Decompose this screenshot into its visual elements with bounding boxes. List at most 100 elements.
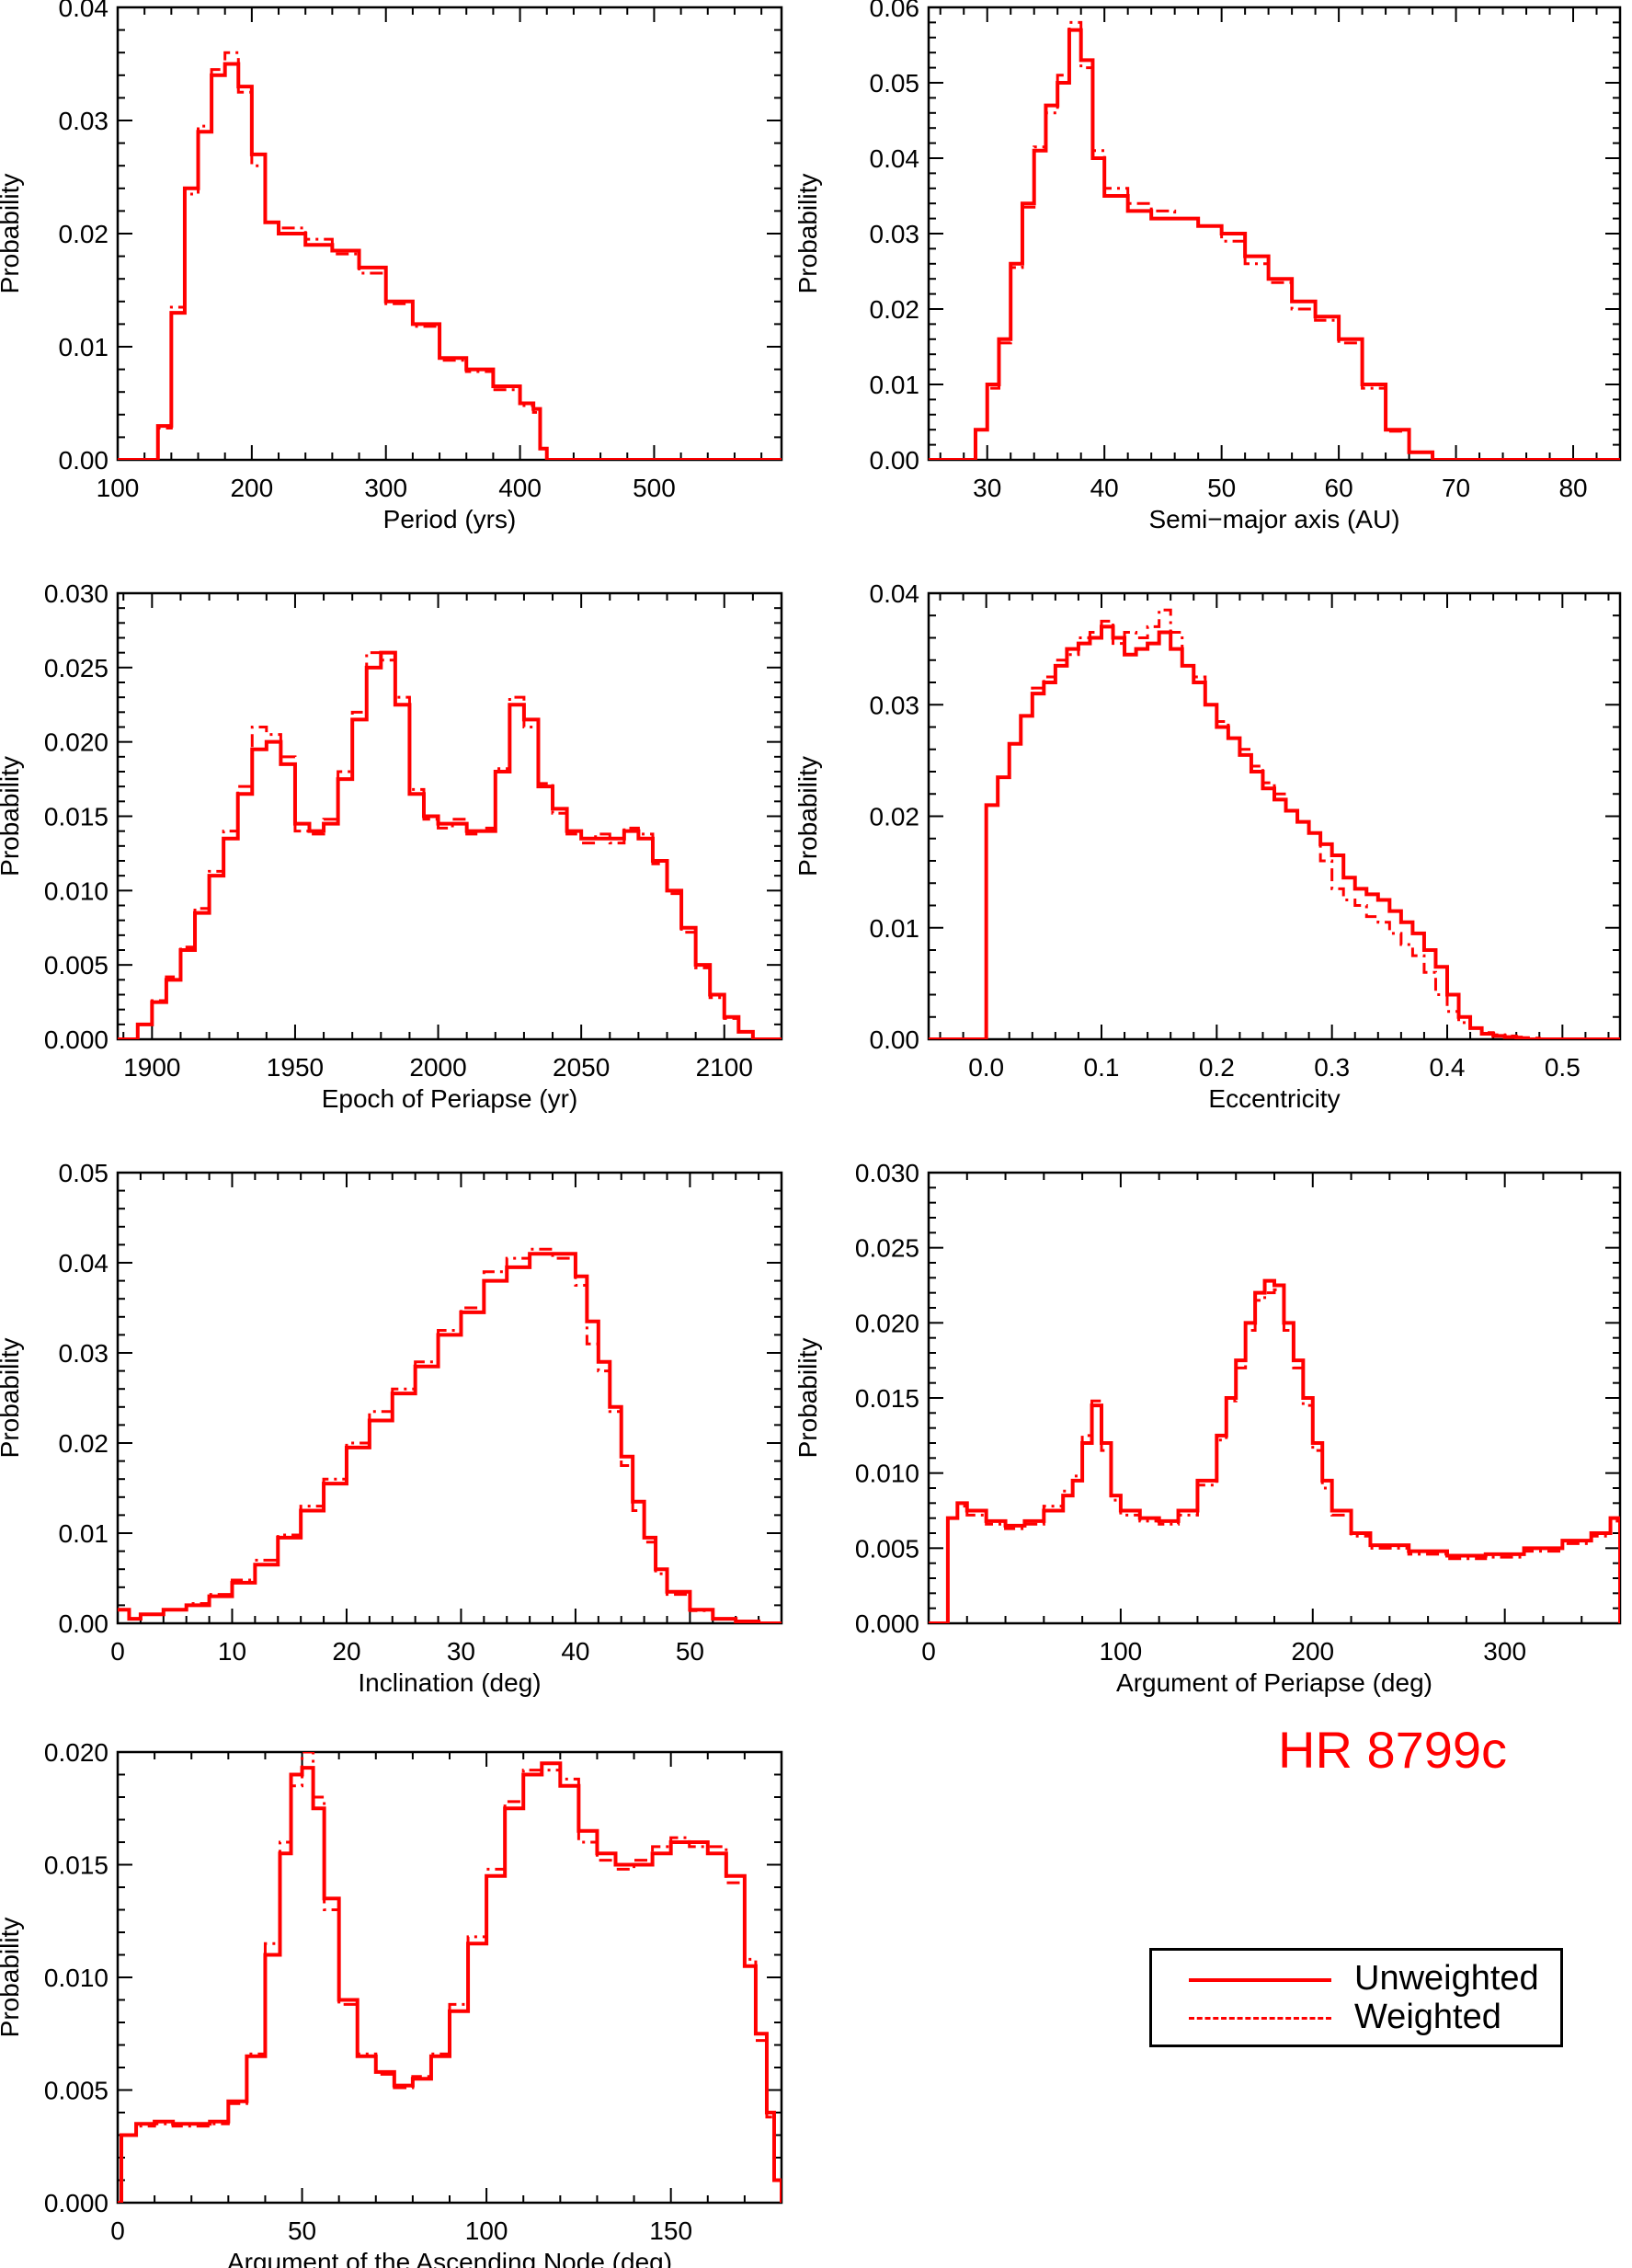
series-line-weighted bbox=[929, 1288, 1620, 1623]
x-tick-label: 400 bbox=[498, 474, 542, 502]
series-line-unweighted bbox=[118, 650, 782, 1039]
legend-label-weighted: Weighted bbox=[1354, 1998, 1501, 2036]
y-tick-label: 0.025 bbox=[855, 1234, 919, 1263]
x-tick-label: 0.4 bbox=[1430, 1053, 1466, 1082]
x-axis-label: Inclination (deg) bbox=[358, 1668, 541, 1697]
y-tick-label: 0.015 bbox=[44, 803, 108, 831]
x-tick-label: 300 bbox=[364, 474, 407, 502]
series-line-weighted bbox=[118, 1247, 782, 1623]
y-tick-label: 0.015 bbox=[44, 1851, 108, 1880]
y-axis-label: Probability bbox=[793, 174, 822, 294]
y-tick-label: 0.00 bbox=[870, 1025, 920, 1054]
y-tick-label: 0.04 bbox=[59, 0, 109, 22]
y-tick-label: 0.03 bbox=[870, 691, 920, 719]
x-axis-label: Epoch of Periapse (yr) bbox=[322, 1084, 578, 1113]
x-tick-label: 100 bbox=[1100, 1637, 1143, 1666]
x-tick-label: 200 bbox=[1291, 1637, 1334, 1666]
y-tick-label: 0.01 bbox=[59, 1519, 109, 1548]
chart-panel-2: 30 40 50 60 70 80 0.00 0.01 0.02 0.03 0.04 0.05 0.06… bbox=[793, 0, 1622, 533]
x-tick-label: 50 bbox=[676, 1637, 704, 1666]
x-tick-label: 80 bbox=[1558, 474, 1587, 502]
y-tick-label: 0.05 bbox=[870, 69, 920, 97]
y-tick-label: 0.020 bbox=[855, 1309, 919, 1337]
legend-entry-unweighted: Unweighted bbox=[1152, 1958, 1560, 1999]
star-designation-label: HR 8799c bbox=[1278, 1721, 1508, 1779]
series-line-weighted bbox=[118, 651, 782, 1039]
y-tick-label: 0.005 bbox=[44, 2077, 108, 2105]
series-line-weighted bbox=[929, 608, 1620, 1039]
series-line-unweighted bbox=[118, 1252, 782, 1623]
y-tick-label: 0.010 bbox=[855, 1460, 919, 1488]
series-line-unweighted bbox=[929, 28, 1620, 460]
x-axis-label: Period (yrs) bbox=[383, 505, 517, 533]
plot-frame bbox=[116, 591, 783, 1041]
chart-panel-6: 0 100 200 300 0.000 0.005 0.010 0.015 0.020 0.025… bbox=[793, 1159, 1622, 1697]
y-tick-label: 0.02 bbox=[870, 803, 920, 831]
y-tick-label: 0.005 bbox=[855, 1534, 919, 1563]
y-axis-label: Probability bbox=[793, 1338, 822, 1459]
series-line-unweighted bbox=[118, 62, 782, 460]
x-tick-label: 40 bbox=[561, 1637, 589, 1666]
x-tick-label: 2100 bbox=[696, 1053, 753, 1082]
legend-label-unweighted: Unweighted bbox=[1354, 1959, 1539, 1998]
y-tick-label: 0.00 bbox=[59, 446, 109, 475]
y-tick-label: 0.030 bbox=[855, 1159, 919, 1187]
y-axis-label: Probability bbox=[793, 756, 822, 876]
series-line-unweighted bbox=[929, 1278, 1620, 1623]
y-axis-label: Probability bbox=[0, 1338, 24, 1459]
chart-panel-3: 1900 1950 2000 2050 2100 0.000 0.005 0.010 0.015… bbox=[0, 579, 783, 1113]
x-tick-label: 0 bbox=[110, 2216, 125, 2245]
x-tick-label: 2000 bbox=[409, 1053, 466, 1082]
y-tick-label: 0.020 bbox=[44, 1738, 108, 1767]
y-tick-label: 0.00 bbox=[59, 1609, 109, 1638]
y-tick-label: 0.01 bbox=[870, 371, 920, 399]
x-tick-label: 0.2 bbox=[1199, 1053, 1235, 1082]
x-tick-label: 0 bbox=[110, 1637, 125, 1666]
series-line-weighted bbox=[929, 20, 1620, 460]
y-tick-label: 0.02 bbox=[59, 1429, 109, 1458]
plot-frame bbox=[116, 1171, 783, 1625]
x-tick-label: 0.1 bbox=[1084, 1053, 1120, 1082]
y-tick-label: 0.03 bbox=[59, 1339, 109, 1368]
y-tick-label: 0.000 bbox=[855, 1609, 919, 1638]
y-tick-label: 0.005 bbox=[44, 951, 108, 979]
x-tick-label: 70 bbox=[1442, 474, 1470, 502]
y-tick-label: 0.01 bbox=[870, 914, 920, 943]
x-tick-label: 50 bbox=[1207, 474, 1236, 502]
y-tick-label: 0.04 bbox=[870, 579, 920, 608]
y-tick-label: 0.06 bbox=[870, 0, 920, 22]
x-tick-label: 30 bbox=[973, 474, 1001, 502]
y-tick-label: 0.03 bbox=[59, 107, 109, 135]
chart-panel-1: 100 200 300 400 500 0.00 0.01 0.02 0.03 0.04 Perio… bbox=[0, 0, 783, 533]
plot-frame bbox=[927, 6, 1622, 462]
x-tick-label: 150 bbox=[649, 2216, 692, 2245]
x-tick-label: 0 bbox=[921, 1637, 936, 1666]
x-axis-label: Eccentricity bbox=[1208, 1084, 1340, 1113]
y-tick-label: 0.05 bbox=[59, 1159, 109, 1187]
chart-panel-4: 0.0 0.1 0.2 0.3 0.4 0.5 0.00 0.01 0.02 0.03 0.04 Ec… bbox=[793, 579, 1622, 1113]
y-tick-label: 0.000 bbox=[44, 1025, 108, 1054]
x-axis-label: Semi−major axis (AU) bbox=[1148, 505, 1399, 533]
x-tick-label: 40 bbox=[1090, 474, 1119, 502]
legend-swatch-dashdot bbox=[1189, 2017, 1331, 2020]
x-axis-label: Argument of the Ascending Node (deg) bbox=[227, 2248, 672, 2268]
legend-entry-weighted: Weighted bbox=[1152, 1997, 1560, 2037]
x-tick-label: 300 bbox=[1483, 1637, 1526, 1666]
series-line-weighted bbox=[118, 1752, 782, 2203]
x-tick-label: 1900 bbox=[123, 1053, 180, 1082]
y-tick-label: 0.025 bbox=[44, 654, 108, 682]
y-axis-label: Probability bbox=[0, 174, 24, 294]
y-axis-label: Probability bbox=[0, 756, 24, 876]
x-tick-label: 30 bbox=[447, 1637, 475, 1666]
legend-box: Unweighted Weighted bbox=[1149, 1948, 1563, 2047]
x-tick-label: 10 bbox=[218, 1637, 246, 1666]
y-tick-label: 0.010 bbox=[44, 1964, 108, 1992]
y-tick-label: 0.04 bbox=[59, 1249, 109, 1277]
legend-swatch-solid bbox=[1189, 1978, 1331, 1982]
plot-frame bbox=[116, 1750, 783, 2205]
x-axis-label: Argument of Periapse (deg) bbox=[1116, 1668, 1432, 1697]
y-tick-label: 0.02 bbox=[870, 295, 920, 324]
y-tick-label: 0.02 bbox=[59, 220, 109, 248]
x-tick-label: 200 bbox=[230, 474, 273, 502]
